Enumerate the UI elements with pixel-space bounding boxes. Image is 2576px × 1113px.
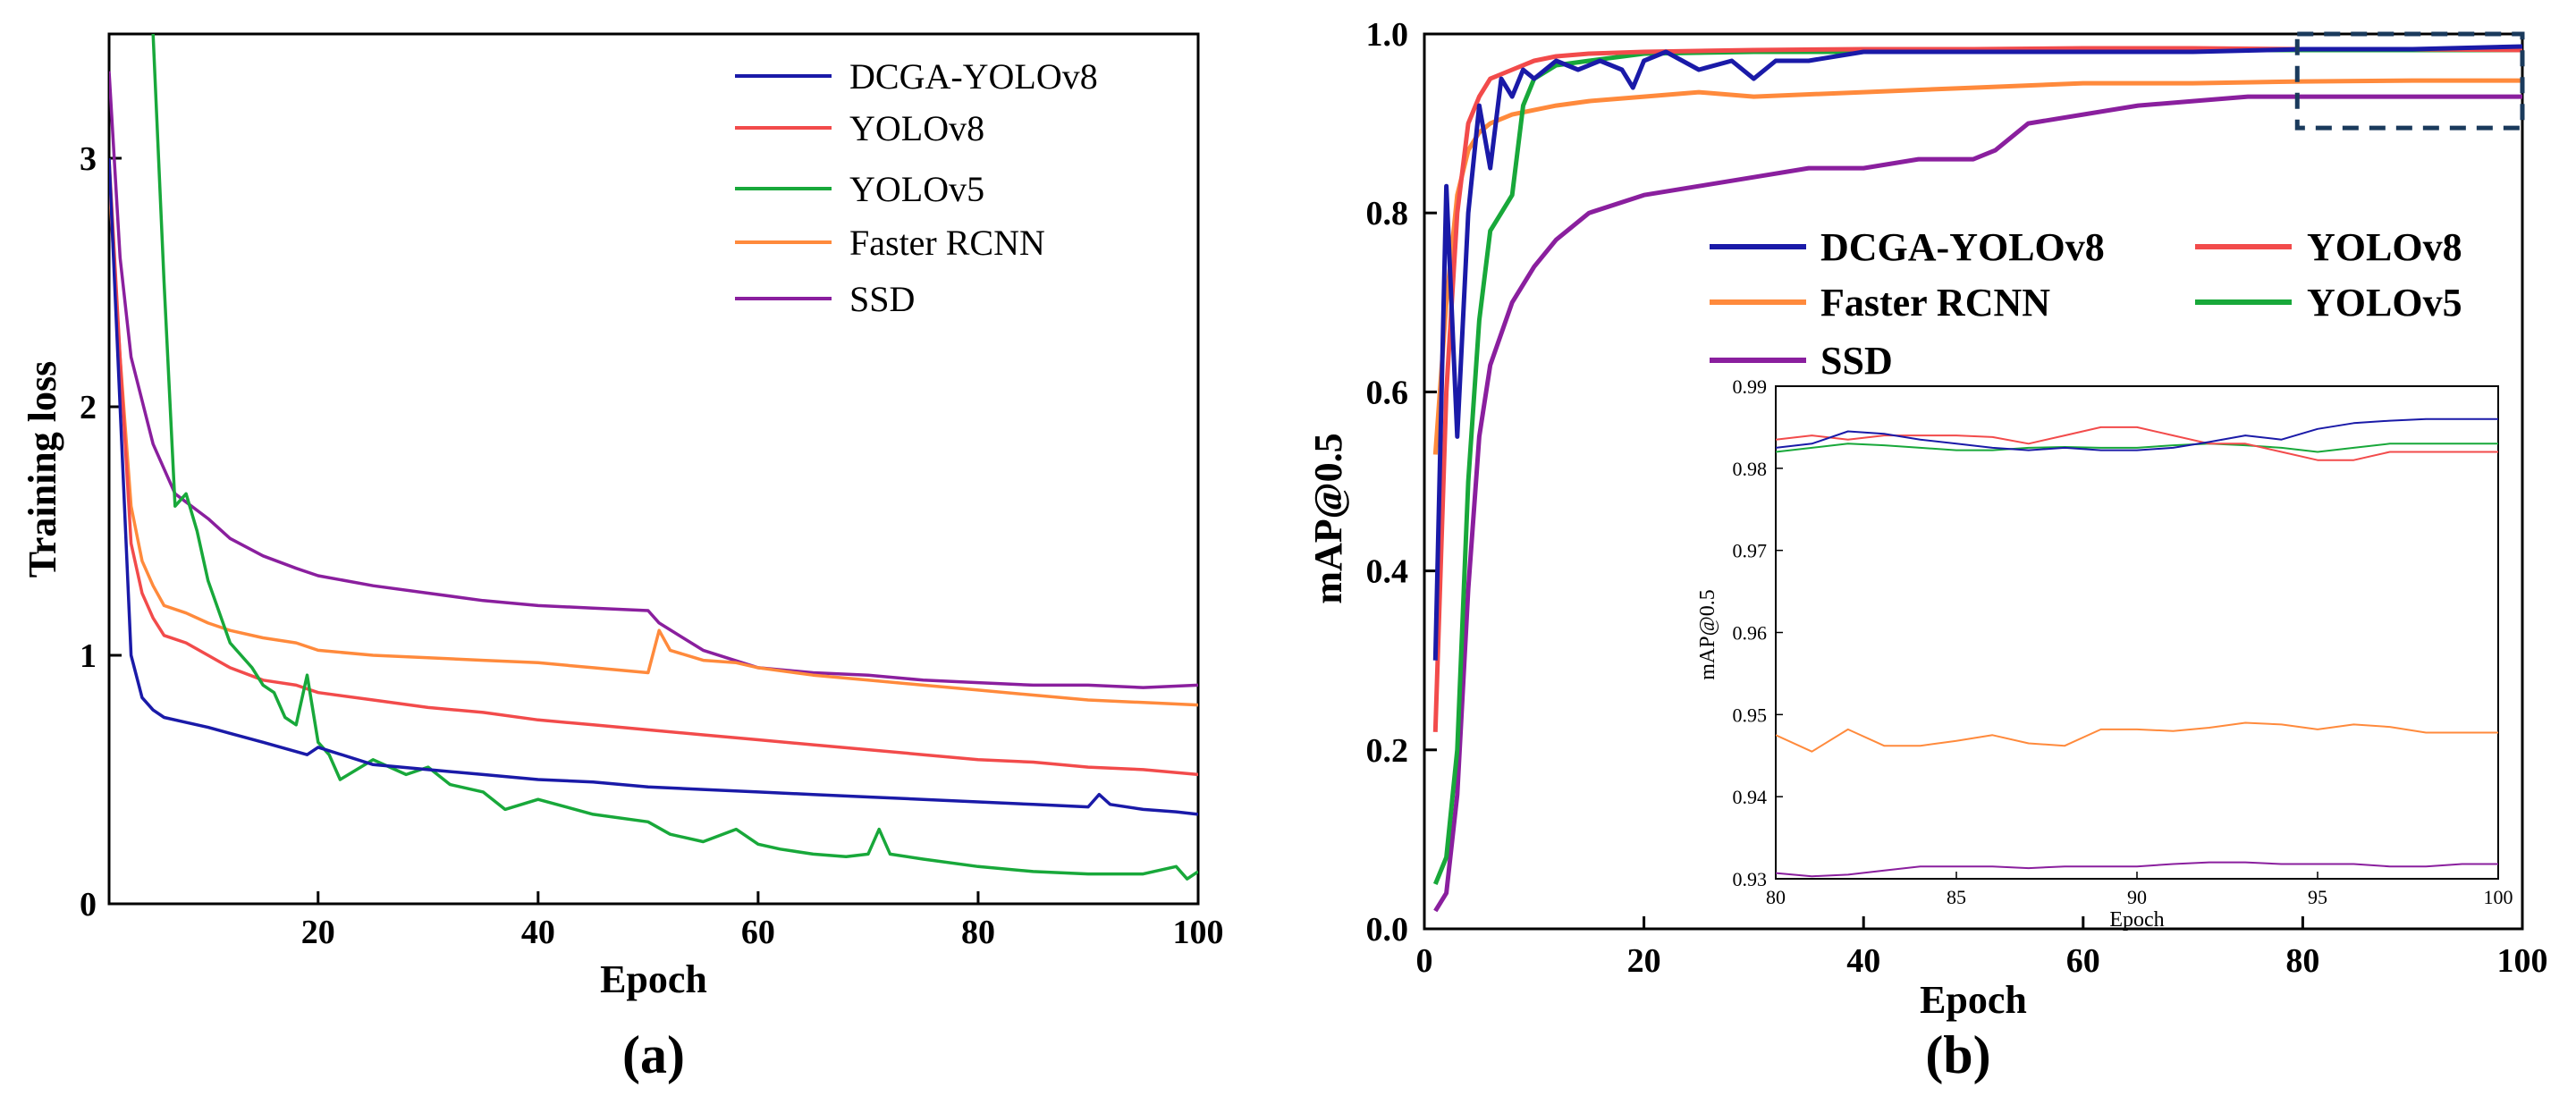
y-tick-label: 1.0 (1366, 16, 1409, 54)
x-tick-label: 80 (2285, 942, 2319, 980)
x-tick-label: 100 (2497, 942, 2548, 980)
series-line-faster-rcnn (1432, 78, 2522, 455)
x-tick-label: 80 (961, 914, 995, 951)
panel-a-ticks: 20 40 60 80 100 0 1 2 3 (80, 140, 1224, 951)
x-tick-label: 90 (2127, 886, 2147, 908)
series-line-ssd (109, 71, 1198, 689)
y-tick-label: 0.99 (1733, 375, 1768, 398)
legend-b-yolov5: YOLOv5 (2307, 281, 2462, 325)
panel-b-inset: 80 85 90 95 1000.930.940.950.960.970.980.99 … (1696, 375, 2513, 932)
y-tick-label: 0.2 (1366, 732, 1409, 770)
legend-a-yolov8: YOLOv8 (849, 108, 984, 148)
legend-a-yolov5: YOLOv5 (849, 169, 984, 209)
y-tick-label: 0.0 (1366, 911, 1409, 949)
legend-b-yolov8: YOLOv8 (2307, 225, 2462, 269)
panel-b-ticks: 0 20 40 60 80 100 0.0 0.2 0.4 0.6 0.8 1.0 (1366, 16, 2548, 980)
legend-b-dcga: DCGA-YOLOv8 (1820, 225, 2105, 269)
series-line-ssd (1776, 861, 2498, 878)
y-tick-label: 0.97 (1733, 540, 1768, 562)
series-line-faster-rcnn (109, 182, 1198, 707)
series-line-yolov8 (1432, 46, 2522, 732)
inset-frame (1775, 385, 2499, 880)
series-line-faster-rcnn (1776, 721, 2498, 753)
x-tick-label: 80 (1766, 886, 1786, 908)
legend-a-ssd: SSD (849, 279, 915, 319)
y-tick-label: 0.98 (1733, 458, 1768, 480)
y-tick-label: 3 (80, 140, 97, 178)
panel-b-series (1432, 44, 2522, 913)
series-line-dcga-yolov8 (1432, 44, 2522, 661)
y-tick-label: 2 (80, 389, 97, 426)
series-line-ssd (1433, 94, 2522, 913)
y-tick-label: 0.93 (1733, 868, 1768, 890)
x-tick-label: 20 (1627, 942, 1661, 980)
panel-b-xlabel: Epoch (1920, 978, 2027, 1022)
series-line-yolov5 (151, 34, 1198, 881)
x-tick-label: 95 (2308, 886, 2327, 908)
panel-a-label: (a) (622, 1025, 685, 1084)
series-line-yolov8 (109, 157, 1198, 777)
panel-a-ylabel: Training loss (21, 361, 64, 578)
legend-a-dcga: DCGA-YOLOv8 (849, 56, 1098, 97)
x-tick-label: 100 (1173, 914, 1224, 951)
x-tick-label: 60 (741, 914, 775, 951)
panel-a-series (109, 34, 1198, 881)
series-line-dcga-yolov8 (109, 157, 1198, 816)
panel-a-frame (107, 32, 1200, 906)
x-tick-label: 0 (1416, 942, 1433, 980)
x-tick-label: 60 (2066, 942, 2100, 980)
inset-series (1776, 417, 2498, 878)
panel-a-legend: DCGA-YOLOv8 YOLOv8 YOLOv5 Faster RCNN SS… (735, 56, 1098, 319)
x-tick-label: 40 (521, 914, 555, 951)
inset-ylabel: mAP@0.5 (1696, 589, 1719, 679)
inset-ticks: 80 85 90 95 100 0.93 0.94 0.95 0.96 0.97 0.98 0.99 (1733, 375, 2513, 908)
inset-xlabel: Epoch (2109, 908, 2164, 932)
x-tick-label: 85 (1947, 886, 1966, 908)
y-tick-label: 0.4 (1366, 553, 1409, 591)
legend-b-faster-rcnn: Faster RCNN (1820, 281, 2050, 325)
y-tick-label: 0 (80, 886, 97, 923)
panel-b-label: (b) (1925, 1025, 1990, 1084)
x-tick-label: 20 (301, 914, 335, 951)
series-line-yolov5 (1776, 443, 2498, 453)
panel-b-ylabel: mAP@0.5 (1306, 433, 1350, 603)
series-line-dcga-yolov8 (1776, 417, 2498, 451)
zoom-region-box (2294, 31, 2525, 131)
y-tick-label: 0.6 (1366, 374, 1409, 411)
y-tick-label: 0.94 (1733, 786, 1768, 808)
x-tick-label: 40 (1846, 942, 1880, 980)
legend-b-ssd: SSD (1820, 339, 1893, 383)
panel-b: 0 20 40 60 80 100 0.0 0.2 0.4 0.6 0.8 1.0 Epoch mAP… (1306, 16, 2548, 1084)
y-tick-label: 0.95 (1733, 704, 1768, 726)
x-tick-label: 100 (2484, 886, 2513, 908)
y-tick-label: 0.96 (1733, 622, 1768, 645)
panel-b-frame (1423, 32, 2524, 931)
y-tick-label: 1 (80, 637, 97, 675)
y-tick-label: 0.8 (1366, 195, 1409, 232)
legend-a-faster-rcnn: Faster RCNN (849, 223, 1045, 263)
panel-b-legend: DCGA-YOLOv8 YOLOv8 Faster RCNN YOLOv5 SS… (1710, 225, 2462, 383)
panel-a-xlabel: Epoch (600, 957, 707, 1001)
